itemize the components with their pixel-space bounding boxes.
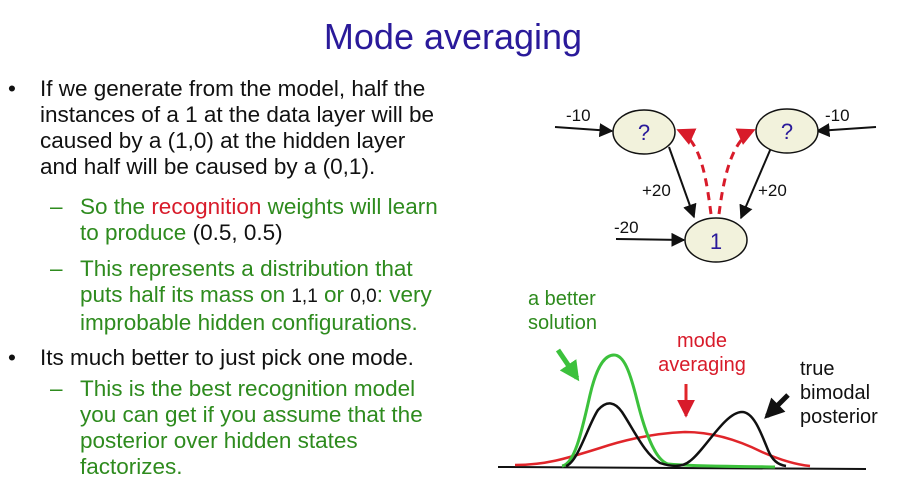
subbullet-line: to produce (0.5, 0.5) [80, 220, 283, 245]
bias-left-label: -10 [566, 106, 591, 125]
recognition-arrow-left [676, 128, 713, 215]
bias-visible-label: -20 [614, 218, 639, 237]
bullet-line: instances of a 1 at the data layer will … [40, 102, 434, 127]
weight-arrow-left [668, 146, 697, 219]
bias-right-label: -10 [825, 106, 850, 125]
slide-title: Mode averaging [323, 16, 583, 57]
bullet-dot: • [8, 345, 16, 370]
subbullet-line: So the recognition weights will learn [80, 194, 438, 219]
better-solution-arrow [555, 348, 580, 382]
visible-unit-label: 1 [710, 229, 722, 254]
true-posterior-arrow [764, 393, 790, 419]
bullet-dot: • [8, 76, 16, 101]
subbullet-line: improbable hidden configurations. [80, 310, 418, 335]
subbullet-line: you can get if you assume that the [80, 402, 423, 427]
subbullet-dash: – [50, 194, 63, 219]
bullet-line: Its much better to just pick one mode. [40, 345, 414, 370]
better-solution-label: a better solution [528, 288, 597, 334]
bias-arrow-left [554, 123, 614, 138]
bullet-pick-one-mode: • Its much better to just pick one mode. [8, 345, 414, 371]
bullet-line: caused by a (1,0) at the hidden layer [40, 128, 406, 153]
bullet-line: If we generate from the model, half the [40, 76, 426, 101]
subbullet-line: This is the best recognition model [80, 376, 416, 401]
hidden-unit-right-label: ? [781, 119, 793, 144]
subbullet-recognition-weights: – So the recognition weights will learn … [50, 194, 438, 246]
plot-baseline [497, 466, 867, 470]
bullet-line: and half will be caused by a (0,1). [40, 154, 376, 179]
recognition-arrow-right [717, 128, 756, 215]
visible-unit [684, 217, 748, 263]
subbullet-line: posterior over hidden states [80, 428, 358, 453]
bias-arrow-visible [615, 232, 686, 247]
hidden-unit-left [612, 109, 676, 155]
subbullet-line: This represents a distribution that [80, 256, 413, 281]
true-posterior-label: true bimodal posterior [800, 358, 878, 428]
better-solution-curve [561, 353, 776, 469]
weight-arrow-right [739, 147, 772, 220]
subbullet-dash: – [50, 256, 63, 281]
bullet-generate: • If we generate from the model, half th… [8, 76, 434, 180]
subbullet-line: factorizes. [80, 454, 183, 479]
hidden-unit-right [755, 108, 819, 154]
mode-averaging-label: mode averaging [658, 330, 746, 376]
subbullet-best-model: – This is the best recognition model you… [50, 376, 423, 480]
subbullet-line: puts half its mass on 1,1 or 0,0: very [80, 282, 432, 307]
weight-right-label: +20 [758, 181, 787, 200]
weight-left-label: +20 [642, 181, 671, 200]
bias-arrow-right [815, 123, 877, 138]
true-posterior-curve [565, 402, 787, 468]
subbullet-distribution: – This represents a distribution that pu… [50, 256, 432, 336]
subbullet-dash: – [50, 376, 63, 401]
hidden-unit-left-label: ? [638, 120, 650, 145]
